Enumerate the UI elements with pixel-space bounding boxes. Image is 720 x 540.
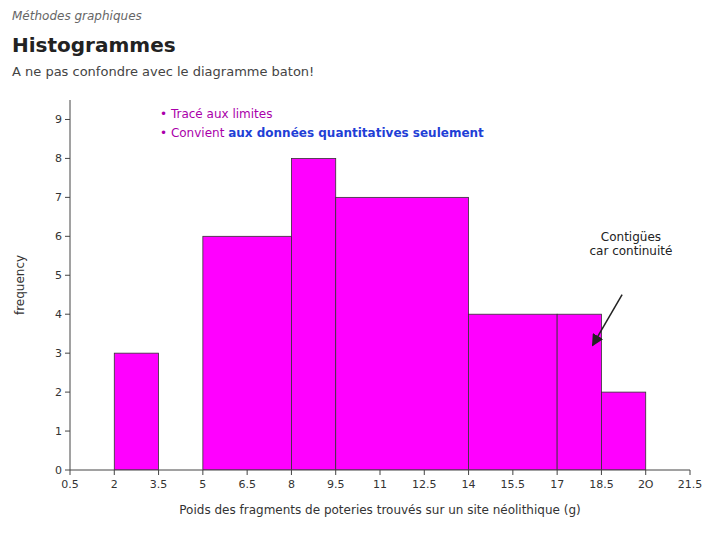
- y-axis: 0 1 2 3 4 5 6 7 8 9: [55, 113, 70, 477]
- y-tick-label: 2: [55, 386, 62, 399]
- x-tick-label: 21.5: [678, 478, 703, 491]
- x-tick-label: 2O: [638, 478, 654, 491]
- x-tick: [202, 470, 203, 475]
- x-tick: [645, 470, 646, 475]
- x-tick-label: 5: [199, 478, 206, 491]
- bullet: • Convient aux données quantitatives seu…: [160, 126, 484, 140]
- x-tick-label: 11: [373, 478, 387, 491]
- bars: [114, 158, 645, 470]
- x-tick: [601, 470, 602, 475]
- y-tick: [65, 431, 70, 432]
- x-tick: [380, 470, 381, 475]
- y-tick: [65, 158, 70, 159]
- x-tick-label: 8: [288, 478, 295, 491]
- bar: [114, 353, 158, 470]
- x-tick: [424, 470, 425, 475]
- y-axis-label: frequency: [13, 255, 27, 315]
- chart: Méthodes graphiques Histogrammes A ne pas …: [0, 0, 720, 540]
- y-tick-label: 9: [55, 113, 62, 126]
- y-tick-label: 5: [55, 269, 62, 282]
- bar: [469, 314, 558, 470]
- bar: [336, 197, 469, 470]
- x-tick: [557, 470, 558, 475]
- x-tick-label: 15.5: [501, 478, 526, 491]
- subtitle: A ne pas confondre avec le diagramme bat…: [12, 64, 314, 79]
- header: Méthodes graphiques: [12, 9, 142, 23]
- title: Histogrammes: [12, 33, 176, 57]
- y-tick: [65, 470, 70, 471]
- bar: [601, 392, 645, 470]
- x-tick-label: 0.5: [61, 478, 79, 491]
- x-tick: [114, 470, 115, 475]
- y-tick: [65, 275, 70, 276]
- bullet: • Tracé aux limites: [160, 107, 272, 121]
- x-tick: [512, 470, 513, 475]
- annotation: Contigüescar continuité: [589, 230, 672, 258]
- x-tick: [291, 470, 292, 475]
- bar: [203, 236, 292, 470]
- y-tick-label: 4: [55, 308, 62, 321]
- annotation-arrow: [593, 295, 623, 346]
- y-tick: [65, 353, 70, 354]
- y-tick: [65, 197, 70, 198]
- bullet-highlight: aux données quantitatives seulement: [228, 126, 484, 140]
- x-tick: [70, 470, 71, 475]
- x-tick: [468, 470, 469, 475]
- x-tick-label: 9.5: [327, 478, 345, 491]
- bar: [291, 158, 335, 470]
- y-tick: [65, 119, 70, 120]
- x-tick-label: 12.5: [412, 478, 437, 491]
- x-tick-label: 14: [462, 478, 476, 491]
- x-tick-label: 3.5: [150, 478, 168, 491]
- bullet-text: • Tracé aux limites: [160, 107, 272, 121]
- x-axis-label: Poids des fragments de poteries trouvés …: [179, 503, 580, 517]
- y-tick-label: 3: [55, 347, 62, 360]
- y-axis-line: [70, 100, 71, 470]
- y-tick: [65, 392, 70, 393]
- x-tick-label: 6.5: [238, 478, 256, 491]
- x-tick: [335, 470, 336, 475]
- y-tick-label: 7: [55, 191, 62, 204]
- x-tick: [158, 470, 159, 475]
- x-tick: [690, 470, 691, 475]
- x-tick-label: 18.5: [589, 478, 614, 491]
- x-axis: 0.5 2 3.5 5 6.5 8 9.5 11 12.5 14 15.5 17 18.5 2O 21.5: [61, 470, 702, 491]
- y-tick: [65, 236, 70, 237]
- bar: [557, 314, 601, 470]
- y-tick: [65, 314, 70, 315]
- bullet-text: • Convient: [160, 126, 228, 140]
- y-tick-label: 0: [55, 464, 62, 477]
- y-tick-label: 1: [55, 425, 62, 438]
- x-tick-label: 2: [111, 478, 118, 491]
- x-tick: [247, 470, 248, 475]
- x-tick-label: 17: [550, 478, 564, 491]
- y-tick-label: 6: [55, 230, 62, 243]
- y-tick-label: 8: [55, 152, 62, 165]
